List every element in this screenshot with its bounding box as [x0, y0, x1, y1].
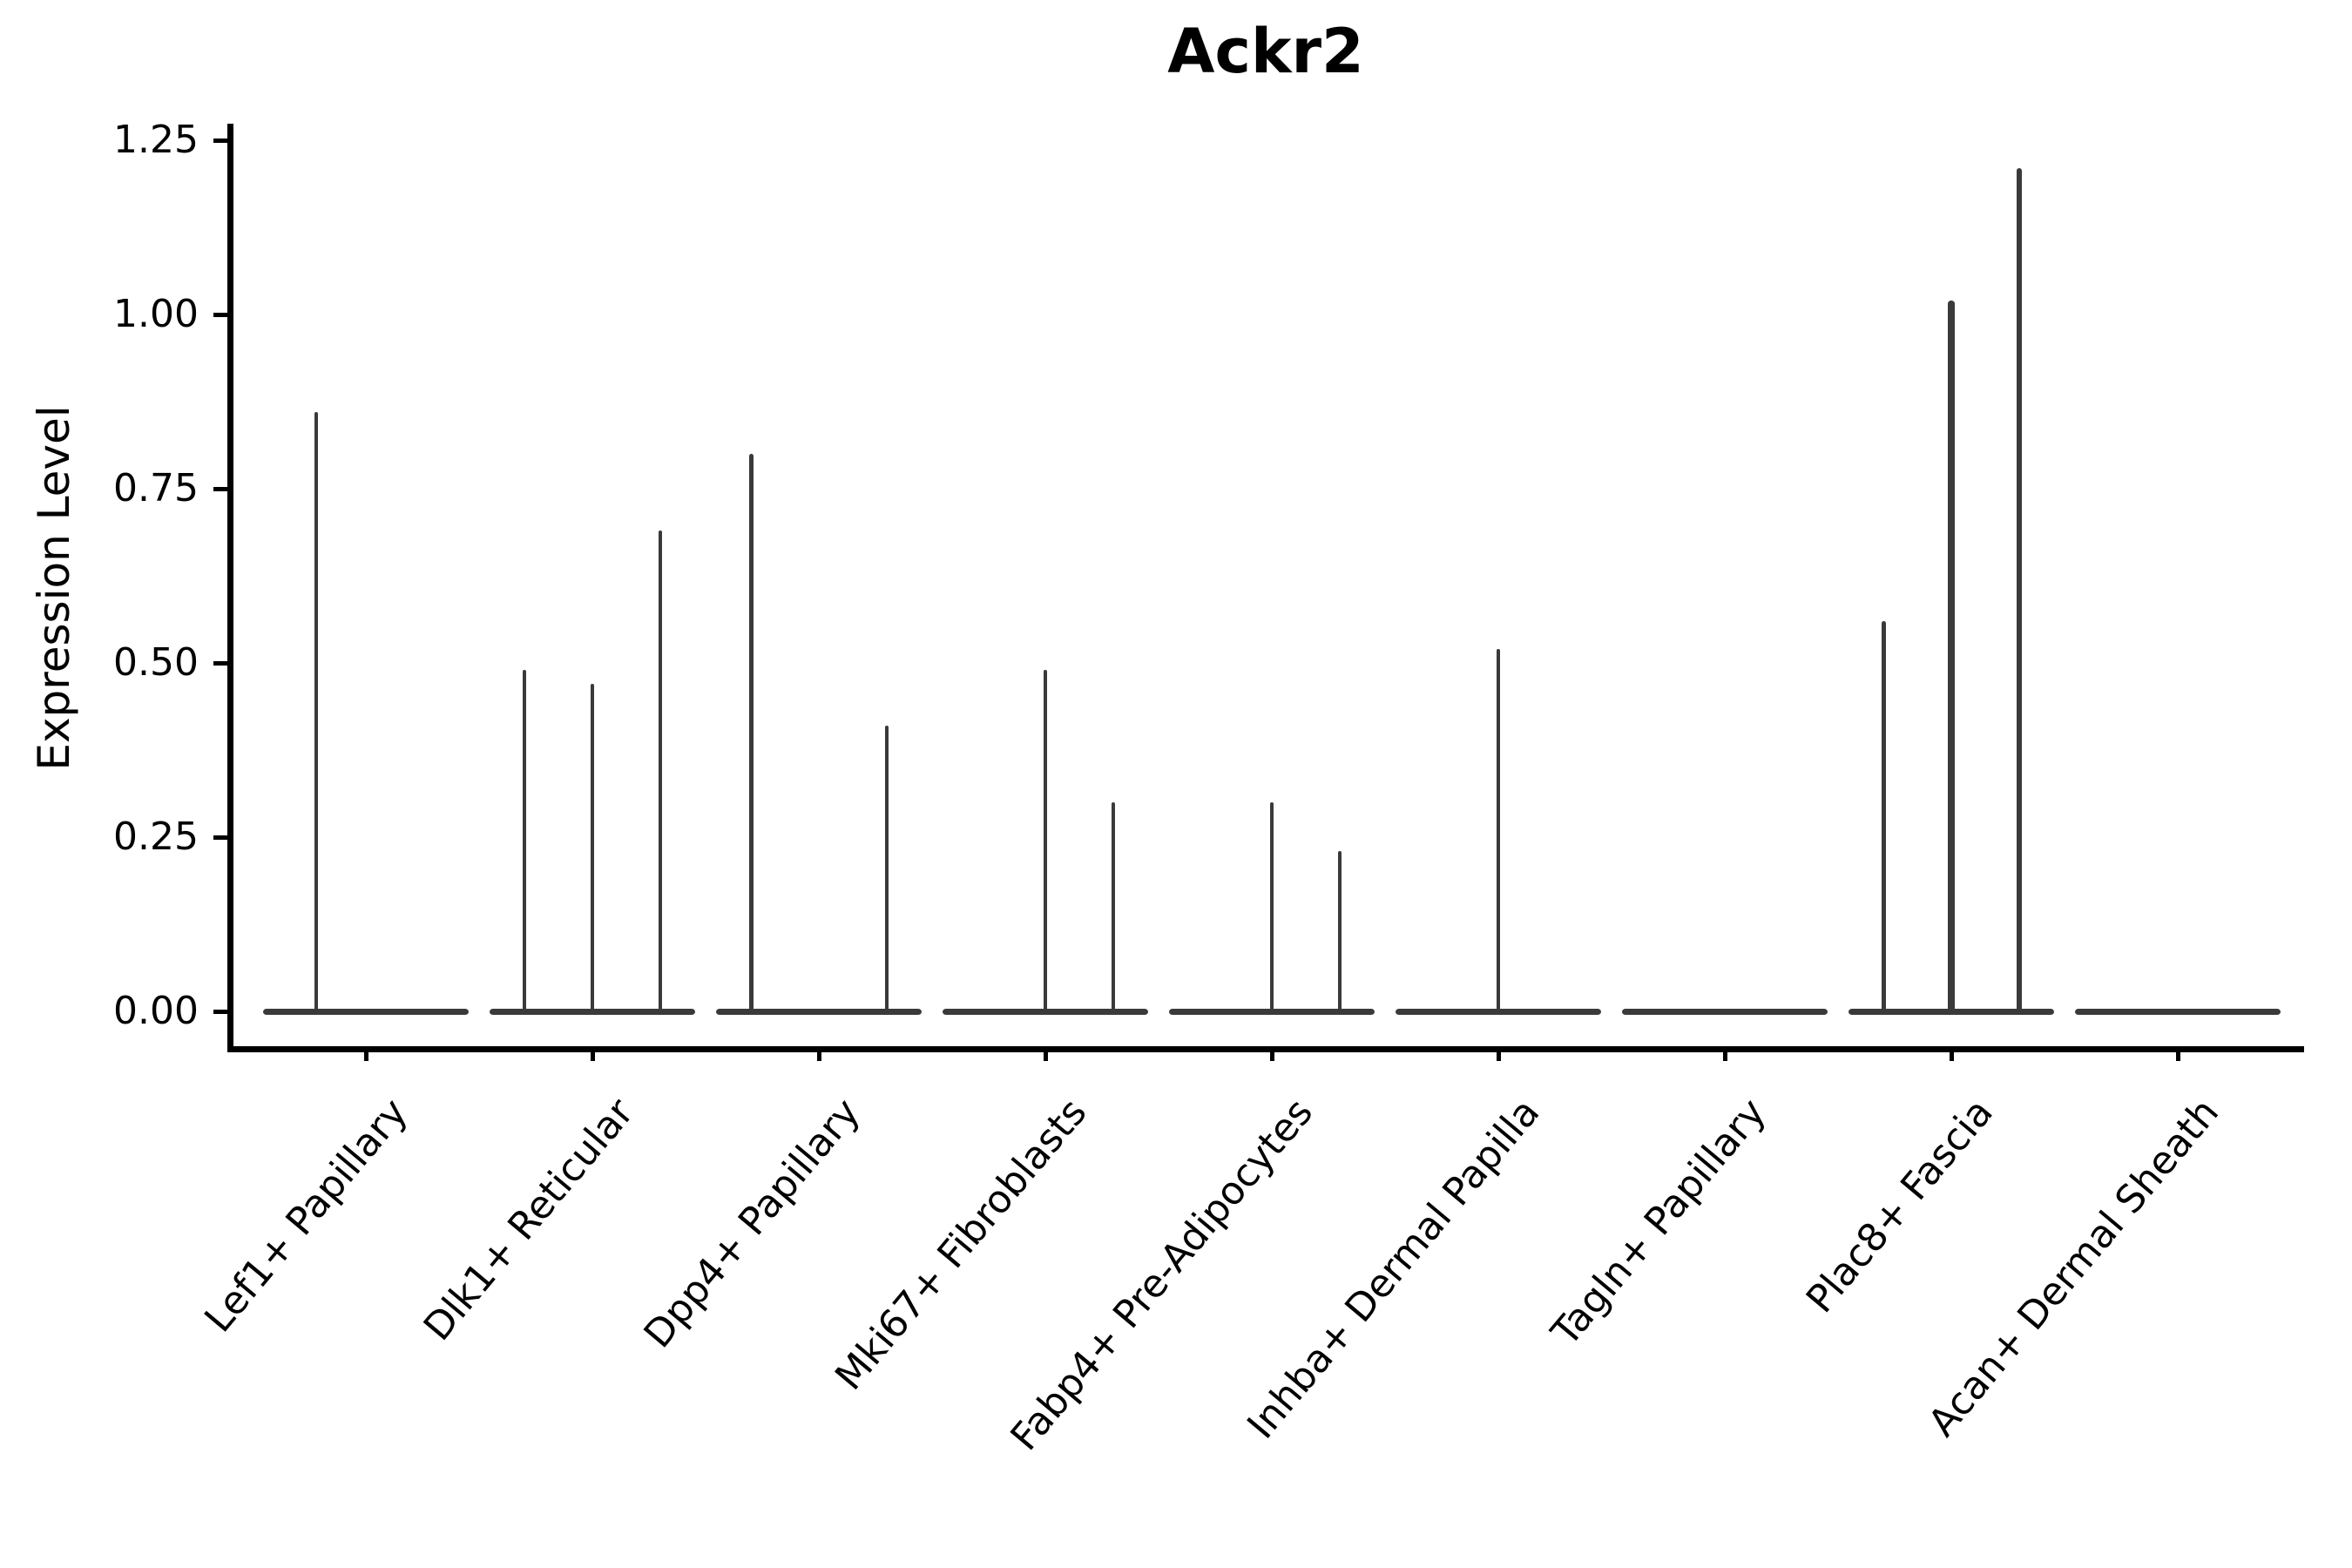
y-axis-label: Expression Level — [29, 405, 79, 771]
violin-base — [2075, 1008, 2281, 1015]
violin-needle — [748, 454, 754, 1011]
violin-needle — [314, 412, 319, 1011]
x-tick-mark — [590, 1046, 595, 1061]
violin-base — [263, 1008, 469, 1015]
y-tick-mark — [213, 660, 227, 666]
violin-base — [943, 1008, 1148, 1015]
x-tick-label: Tagln+ Papillary — [1543, 1090, 1775, 1355]
violin-needle — [1496, 649, 1501, 1011]
x-tick-mark — [1043, 1046, 1048, 1061]
violin-base — [716, 1008, 922, 1015]
violin-base — [490, 1008, 695, 1015]
violin-needle — [1043, 670, 1048, 1011]
x-tick-label: Plac8+ Fascia — [1797, 1090, 2002, 1321]
plot-axes: 0.00 0.25 0.50 0.75 1.00 1.25 Lef1+ Papillary D… — [113, 121, 2304, 1459]
violin-needle — [884, 726, 889, 1011]
x-tick-mark — [2175, 1046, 2180, 1061]
chart-title: Ackr2 — [1167, 16, 1364, 87]
violin-needle — [590, 684, 595, 1011]
x-tick-label: Lef1+ Papillary — [195, 1090, 416, 1342]
violin-base — [1169, 1008, 1375, 1015]
y-tick-mark — [213, 486, 227, 491]
y-tick-label: 0.75 — [113, 466, 199, 510]
violin-needle — [1337, 851, 1342, 1011]
violin-needle — [2016, 168, 2023, 1011]
x-tick-mark — [1496, 1046, 1501, 1061]
violin-needle — [1269, 802, 1274, 1011]
x-tick-mark — [1722, 1046, 1727, 1061]
x-tick-label: Dpp4+ Papillary — [635, 1090, 869, 1357]
violin-needle — [1881, 621, 1886, 1011]
y-tick-label: 1.00 — [113, 292, 199, 336]
violin-base — [1848, 1008, 2054, 1015]
y-tick-label: 0.00 — [113, 989, 199, 1033]
y-tick-mark — [213, 835, 227, 840]
y-tick-label: 1.25 — [113, 118, 199, 162]
x-tick-mark — [816, 1046, 821, 1061]
x-tick-mark — [1949, 1046, 1954, 1061]
y-tick-label: 0.25 — [113, 814, 199, 859]
y-tick-mark — [213, 1009, 227, 1014]
violin-needle — [522, 670, 527, 1011]
x-tick-label: Mki67+ Fibroblasts — [827, 1090, 1096, 1399]
violin-base — [1396, 1008, 1601, 1015]
x-tick-label: Dlk1+ Reticular — [415, 1090, 643, 1349]
violin-needle — [1948, 301, 1955, 1011]
x-tick-mark — [1269, 1046, 1274, 1061]
violin-needle — [658, 531, 663, 1011]
y-tick-label: 0.50 — [113, 640, 199, 685]
violin-base — [1622, 1008, 1828, 1015]
x-tick-mark — [363, 1046, 368, 1061]
y-tick-mark — [213, 138, 227, 143]
violin-needle — [1111, 802, 1116, 1011]
y-tick-mark — [213, 312, 227, 317]
